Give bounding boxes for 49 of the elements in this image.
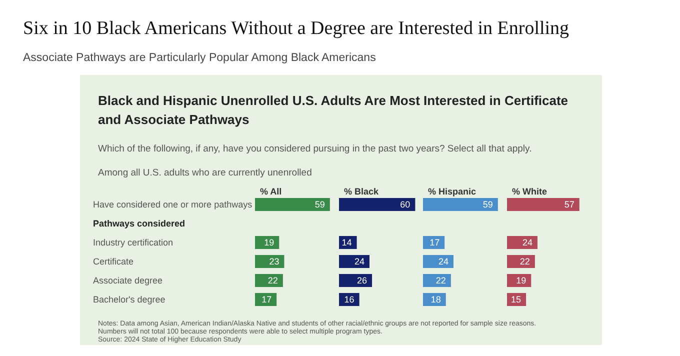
bar <box>423 236 445 249</box>
bar <box>255 198 330 211</box>
bar <box>255 274 283 287</box>
bar <box>507 236 538 249</box>
bar <box>507 198 580 211</box>
series-label: % All <box>260 186 282 196</box>
data-label: 24 <box>522 238 532 248</box>
data-label: 22 <box>268 276 278 286</box>
data-label: 24 <box>354 256 364 266</box>
y-tick-label: Associate degree <box>93 276 163 286</box>
bar <box>339 198 416 211</box>
data-label: 23 <box>269 256 280 266</box>
series-label: % Hispanic <box>428 186 476 196</box>
series-label: % White <box>512 186 547 196</box>
data-label: 22 <box>436 276 446 286</box>
bar <box>423 198 498 211</box>
chart-title: Six in 10 Black Americans Without a Degree are Interested in Enrolling <box>23 18 570 39</box>
bar <box>507 255 535 268</box>
y-tick-label: Certificate <box>93 256 134 266</box>
data-label: 15 <box>511 294 522 304</box>
y-tick-label: Have considered one or more pathways <box>93 200 253 210</box>
y-tick-label: Pathways considered <box>93 218 186 228</box>
chart-subtitle: Associate Pathways are Particularly Popular Among Black Americans <box>23 52 376 64</box>
data-label: 57 <box>564 200 574 210</box>
data-label: 14 <box>342 238 352 248</box>
text: Among all U.S. adults who are currently unenrolled <box>98 168 312 178</box>
data-label: 59 <box>314 200 325 210</box>
y-tick-label: Bachelor's degree <box>93 294 166 304</box>
data-label: 26 <box>357 276 368 286</box>
bar <box>423 274 451 287</box>
data-label: 24 <box>438 256 448 266</box>
data-label: 19 <box>516 276 526 286</box>
bar <box>255 293 277 306</box>
data-label: 17 <box>430 238 440 248</box>
bar <box>339 274 372 287</box>
bar <box>339 255 370 268</box>
data-label: 19 <box>264 238 274 248</box>
text: Which of the following, if any, have you considered pursuing in the past two years? Select all that apply. <box>98 144 532 154</box>
text: Black and Hispanic Unenrolled U.S. Adults Are Most Interested in Certificate and Associate Pathways <box>98 93 572 127</box>
data-label: 18 <box>430 294 441 304</box>
data-label: 22 <box>520 256 530 266</box>
bar <box>255 255 284 268</box>
y-tick-label: Industry certification <box>93 238 174 248</box>
data-label: 17 <box>262 294 272 304</box>
data-label: 16 <box>344 294 354 304</box>
data-label: 60 <box>400 200 410 210</box>
bar <box>423 255 454 268</box>
series-label: % Black <box>344 186 380 196</box>
data-label: 59 <box>482 200 493 210</box>
